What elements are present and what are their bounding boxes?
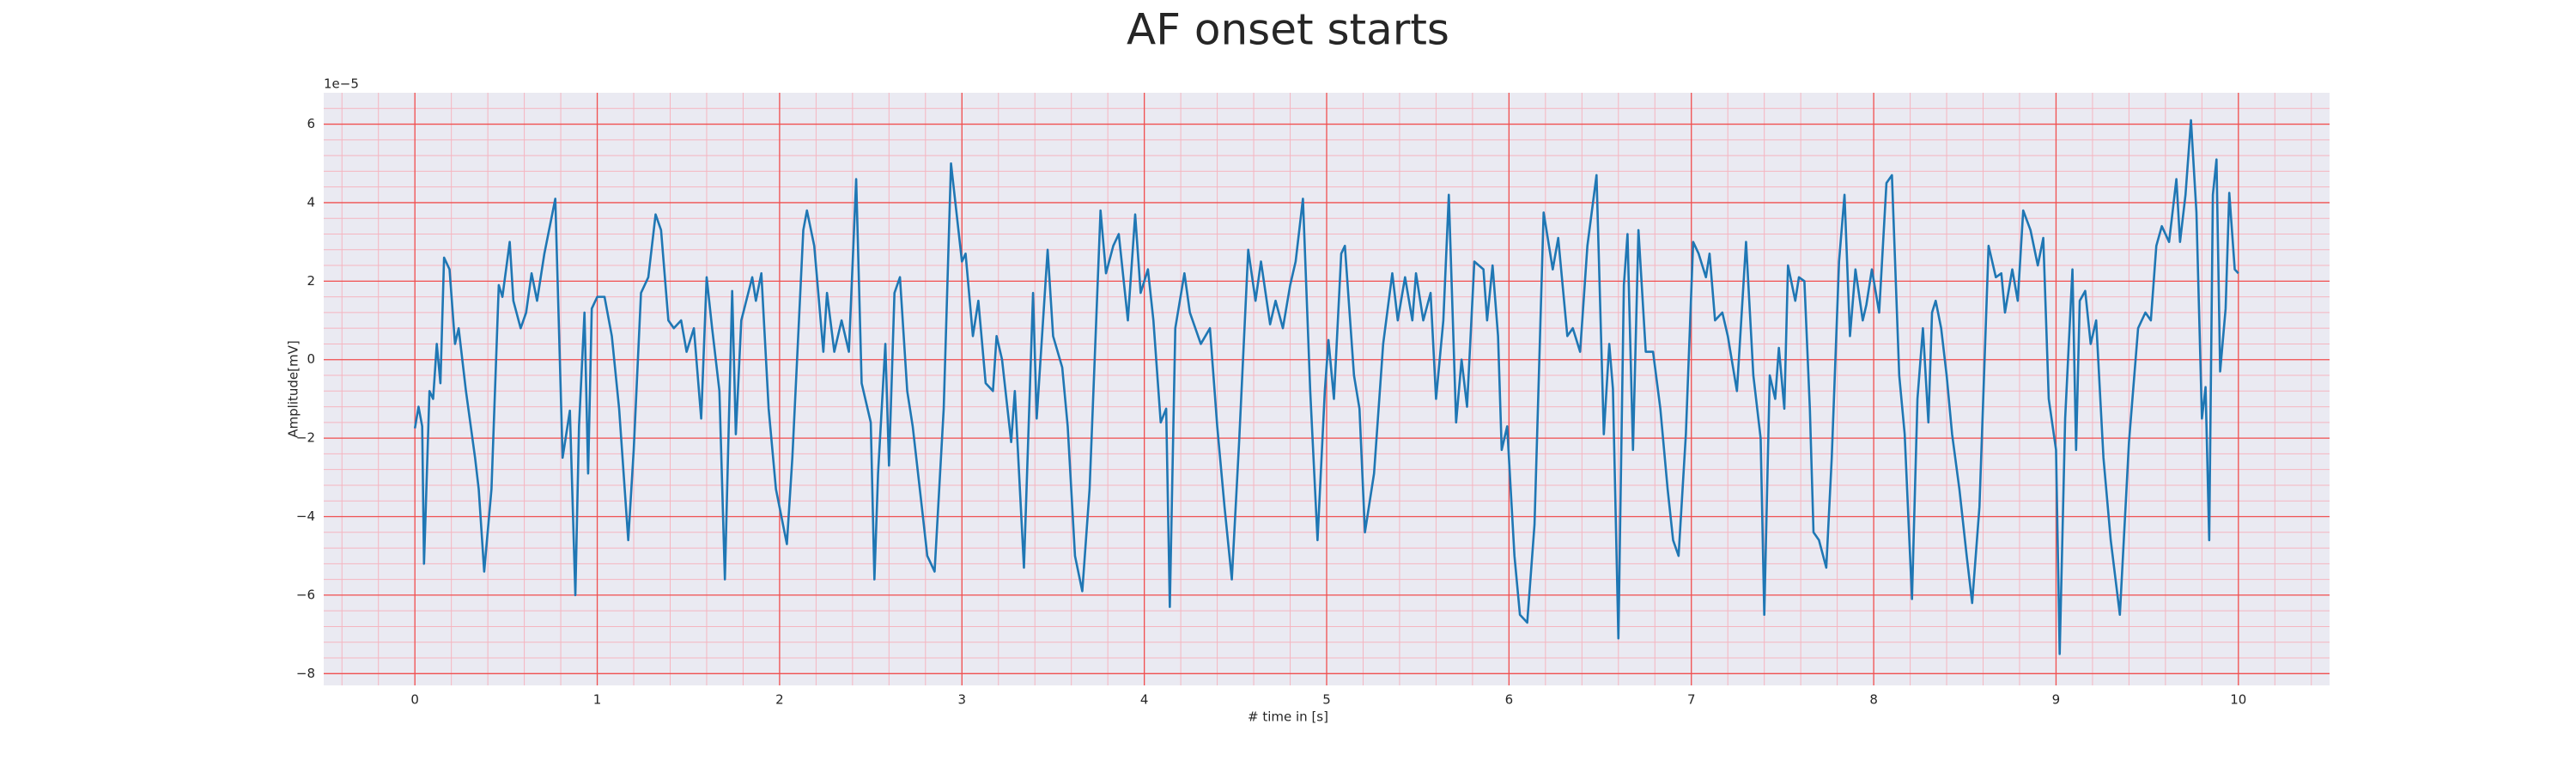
- chart-title: AF onset starts: [1127, 5, 1449, 55]
- y-tick-label: −8: [296, 666, 315, 681]
- y-tick-label: 4: [307, 194, 315, 210]
- y-tick-label: −4: [296, 508, 315, 524]
- y-axis-label: Amplitude[mV]: [286, 340, 301, 437]
- x-tick-label: 6: [1505, 692, 1514, 708]
- x-axis-label: # time in [s]: [1248, 709, 1328, 725]
- x-tick-label: 0: [410, 692, 419, 708]
- x-tick-label: 1: [593, 692, 602, 708]
- x-tick-label: 7: [1687, 692, 1696, 708]
- y-tick-label: −2: [296, 430, 315, 446]
- x-tick-label: 8: [1869, 692, 1878, 708]
- x-tick-label: 10: [2230, 692, 2246, 708]
- x-tick-label: 5: [1322, 692, 1331, 708]
- y-tick-label: 2: [307, 273, 315, 289]
- y-tick-label: −6: [296, 587, 315, 602]
- line: [413, 119, 2239, 655]
- y-tick-label: 6: [307, 116, 315, 131]
- y-offset-label: 1e−5: [324, 76, 359, 92]
- plot: [413, 119, 2239, 655]
- y-tick-label: 0: [307, 351, 315, 367]
- x-tick-label: 2: [775, 692, 784, 708]
- x-tick-label: 4: [1140, 692, 1149, 708]
- x-tick-label: 3: [957, 692, 966, 708]
- x-tick-label: 9: [2052, 692, 2061, 708]
